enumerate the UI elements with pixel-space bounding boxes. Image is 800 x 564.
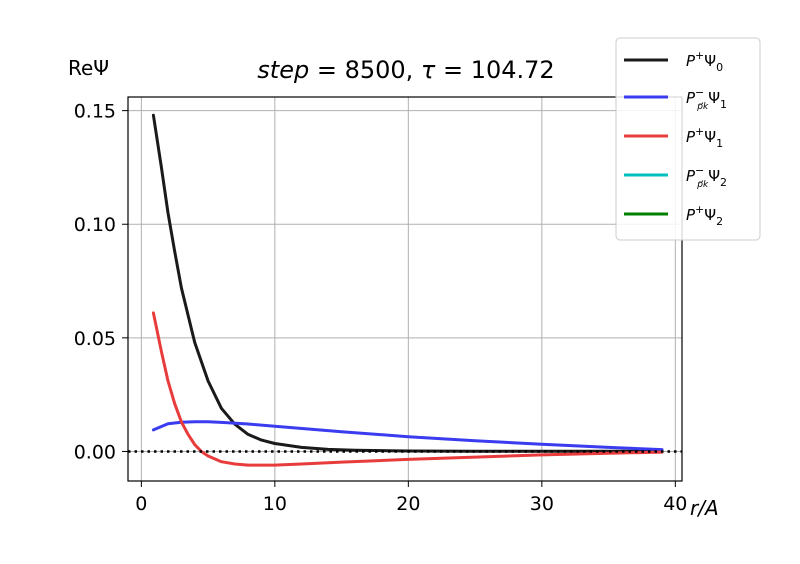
y-tick-label: 0.05	[74, 328, 116, 350]
y-axis-label: ReΨ	[68, 56, 109, 80]
legend-label: P+Ψ0	[686, 49, 723, 74]
chart-title: step = 8500, τ = 104.72	[257, 56, 554, 84]
legend-label: P− p⃗kΨ2	[686, 164, 727, 190]
plot-frame	[127, 96, 683, 482]
legend: P+Ψ0 P− p⃗kΨ1 P+Ψ1 P− p⃗kΨ2 P+Ψ2	[615, 37, 761, 241]
y-tick-label: 0.00	[74, 441, 116, 463]
series-layer	[128, 113, 682, 467]
legend-label: P− p⃗kΨ1	[686, 86, 727, 112]
y-tick-label: 0.10	[74, 214, 116, 236]
series-line-black	[151, 113, 664, 453]
x-tick-label: 40	[663, 493, 687, 515]
x-tick-label: 30	[530, 493, 554, 515]
legend-box	[615, 37, 761, 241]
title-step-word: step	[257, 56, 309, 84]
legend-items: P+Ψ0 P− p⃗kΨ1 P+Ψ1 P− p⃗kΨ2 P+Ψ2	[624, 49, 727, 228]
title-step-value: = 8500,	[309, 56, 421, 84]
legend-item-red: P+Ψ1	[624, 125, 723, 150]
series-line-blue	[151, 420, 664, 452]
ticks: 0 10 20 30 40 0.00 0.05 0.10 0.15	[74, 101, 688, 515]
legend-label: P+Ψ1	[686, 125, 723, 150]
legend-item-cyan: P− p⃗kΨ2	[624, 164, 727, 190]
legend-item-blue: P− p⃗kΨ1	[624, 86, 727, 112]
x-tick-label: 0	[135, 493, 147, 515]
series-line-red	[151, 311, 664, 467]
x-tick-label: 20	[396, 493, 420, 515]
legend-item-green: P+Ψ2	[624, 203, 723, 228]
x-axis-label: r/A	[690, 496, 719, 520]
x-tick-label: 10	[263, 493, 287, 515]
title-tau-word: τ	[421, 56, 436, 84]
legend-item-black: P+Ψ0	[624, 49, 723, 74]
legend-label: P+Ψ2	[686, 203, 723, 228]
y-tick-label: 0.15	[74, 101, 116, 123]
title-tau-value: = 104.72	[435, 56, 554, 84]
